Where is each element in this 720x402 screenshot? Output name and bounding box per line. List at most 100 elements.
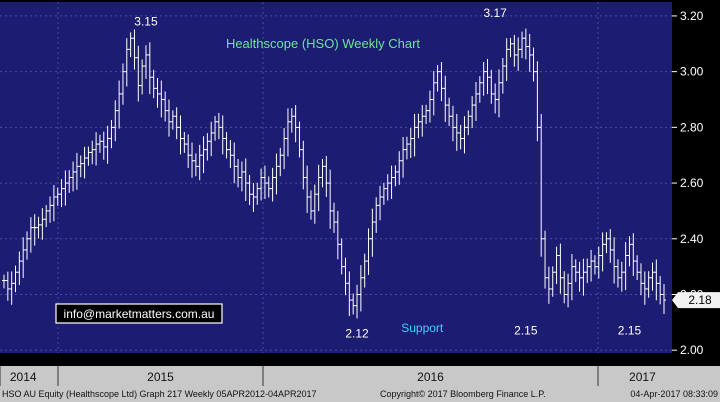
y-tick-label: 3.00 <box>680 65 704 79</box>
price-bar <box>623 242 628 291</box>
price-bar <box>216 112 221 140</box>
price-bar <box>101 131 106 160</box>
price-bar <box>17 251 22 286</box>
price-bar <box>497 69 501 118</box>
price-bar <box>504 38 509 81</box>
price-bar <box>454 113 459 151</box>
price-bar <box>228 139 233 169</box>
price-bar <box>86 146 91 166</box>
x-axis-strip <box>0 366 720 386</box>
price-bar <box>596 246 601 279</box>
price-bar <box>381 182 386 205</box>
last-price-tag <box>672 292 720 309</box>
price-bar <box>278 147 283 177</box>
price-bar <box>90 140 95 165</box>
price-bar <box>619 261 624 292</box>
price-bar <box>658 275 663 305</box>
email-box <box>55 303 223 324</box>
price-bar <box>190 142 195 178</box>
price-bar <box>473 82 478 121</box>
price-bar <box>527 33 532 72</box>
price-annotation: 2.12 <box>345 327 369 341</box>
chart-title: Healthscope (HSO) Weekly Chart <box>226 36 420 51</box>
price-bar <box>447 97 452 127</box>
price-bar <box>262 165 267 199</box>
price-bar <box>585 258 590 284</box>
price-bar <box>450 105 455 142</box>
price-bar <box>339 238 344 275</box>
price-bar <box>489 69 494 104</box>
price-bar <box>255 182 260 205</box>
price-bar <box>543 230 548 289</box>
price-bar <box>143 45 148 79</box>
price-bars <box>2 28 666 319</box>
price-bar <box>71 161 76 192</box>
price-bar <box>393 165 398 187</box>
price-bar <box>358 265 363 312</box>
price-bar <box>232 142 237 184</box>
price-bar <box>140 59 145 95</box>
price-bar <box>301 140 306 190</box>
price-bar <box>28 217 33 253</box>
x-tick-label: 2016 <box>417 370 444 384</box>
x-tick-label: 2014 <box>10 370 37 384</box>
price-bar <box>404 136 409 160</box>
price-bar <box>638 263 643 296</box>
price-bar <box>654 259 659 301</box>
price-bar <box>378 185 383 221</box>
price-bar <box>550 266 555 297</box>
price-bar <box>385 174 390 201</box>
price-bar <box>251 183 256 212</box>
price-bar <box>124 38 129 87</box>
price-bar <box>431 70 436 116</box>
y-tick-label: 2.60 <box>680 176 704 190</box>
price-bar <box>612 237 617 284</box>
price-bar <box>182 131 187 153</box>
price-bar <box>573 259 578 283</box>
price-bar <box>569 253 574 301</box>
y-tick-label: 3.20 <box>680 9 704 23</box>
price-bar <box>109 119 114 149</box>
price-bar <box>21 237 26 278</box>
y-tick-label: 2.40 <box>680 232 704 246</box>
price-bar <box>274 153 279 195</box>
price-annotation: 2.15 <box>618 324 642 338</box>
last-price-label: 2.18 <box>688 293 712 307</box>
price-bar <box>236 158 241 188</box>
y-tick-label: 2.00 <box>680 343 704 357</box>
price-bar <box>320 158 325 188</box>
price-bar <box>546 266 551 304</box>
price-bar <box>408 128 413 158</box>
price-bar <box>608 229 613 263</box>
support-label: Support <box>401 321 444 335</box>
price-bar <box>508 37 513 58</box>
price-bar <box>44 205 49 228</box>
price-bar <box>343 257 348 296</box>
price-bar <box>589 249 594 282</box>
price-bar <box>577 261 582 292</box>
price-bar <box>224 131 229 159</box>
price-bar <box>500 57 505 94</box>
price-bar <box>67 170 72 193</box>
price-bar <box>531 47 536 82</box>
price-bar <box>120 63 125 105</box>
price-bar <box>362 253 367 288</box>
price-bar <box>55 187 60 206</box>
price-bar <box>147 42 152 95</box>
price-bar <box>186 134 191 169</box>
price-bar <box>316 164 321 212</box>
price-bar <box>201 136 206 174</box>
price-bar <box>167 99 171 137</box>
price-bar <box>74 152 79 190</box>
price-bar <box>193 153 198 177</box>
price-bar <box>635 255 640 281</box>
price-bar <box>370 208 375 257</box>
price-bar <box>539 113 544 257</box>
price-bar <box>209 121 214 157</box>
price-bar <box>604 232 609 254</box>
price-bar <box>159 80 164 118</box>
price-bar <box>424 104 429 125</box>
price-bar <box>13 265 18 293</box>
price-bar <box>305 165 310 213</box>
price-bar <box>32 214 37 246</box>
